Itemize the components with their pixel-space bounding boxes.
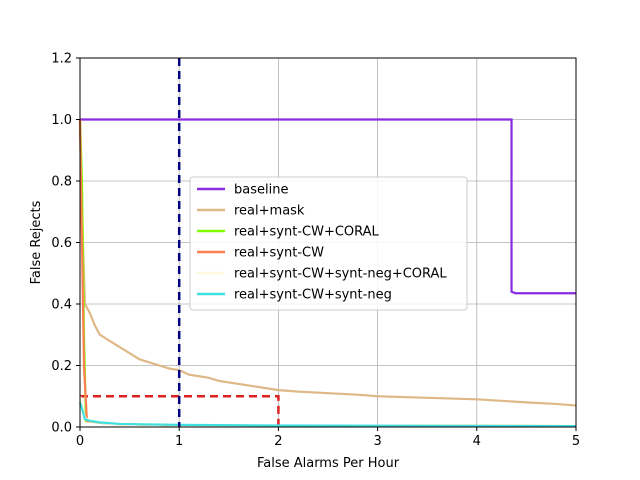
y-tick-label-6: 1.2 xyxy=(51,52,72,67)
legend-box xyxy=(189,176,468,311)
legend-label-3: real+synt-CW xyxy=(234,246,324,261)
series-line-0 xyxy=(80,118,576,295)
legend-label-1: real+mask xyxy=(234,204,305,219)
y-axis-label: False Rejects xyxy=(29,200,44,284)
y-tick-label-4: 0.8 xyxy=(51,175,72,190)
x-tick-label-5: 5 xyxy=(572,434,580,449)
x-axis-label: False Alarms Per Hour xyxy=(257,456,400,471)
x-tick-label-0: 0 xyxy=(76,434,84,449)
y-tick-label-3: 0.6 xyxy=(51,236,72,251)
y-tick-label-0: 0.0 xyxy=(51,421,72,436)
x-tick-label-1: 1 xyxy=(175,434,183,449)
threshold-box-outline xyxy=(80,395,280,427)
x-tick-label-3: 3 xyxy=(373,434,381,449)
axis-ticks: 0 1 2 3 4 5 0.0 0.2 0.4 0.6 0.8 1.0 1.2 xyxy=(51,52,580,450)
y-tick-label-1: 0.2 xyxy=(51,359,72,374)
x-tick-label-4: 4 xyxy=(473,434,481,449)
legend-label-0: baseline xyxy=(234,183,288,198)
x-tick-label-2: 2 xyxy=(274,434,282,449)
series-line-1 xyxy=(78,119,577,407)
legend-label-2: real+synt-CW+CORAL xyxy=(234,225,380,240)
threshold-box xyxy=(80,395,280,427)
series-line-5 xyxy=(78,402,577,428)
y-tick-label-2: 0.4 xyxy=(51,298,72,313)
legend-label-5: real+synt-CW+synt-neg xyxy=(234,288,392,303)
y-tick-label-5: 1.0 xyxy=(51,113,72,128)
legend: baseline real+mask real+synt-CW+CORAL real+… xyxy=(189,176,468,311)
legend-label-4: real+synt-CW+synt-neg+CORAL xyxy=(234,267,447,282)
